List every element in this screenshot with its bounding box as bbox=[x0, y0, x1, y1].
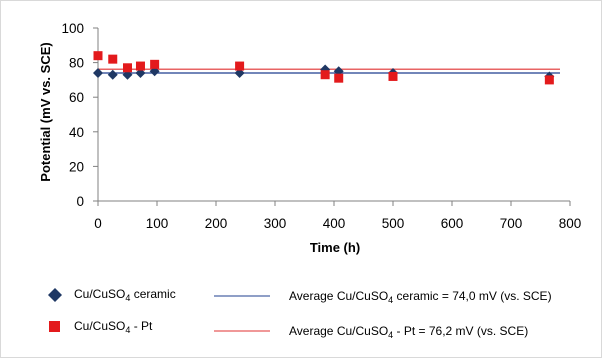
x-tick-label: 500 bbox=[382, 216, 405, 231]
x-tick-label: 800 bbox=[559, 216, 582, 231]
x-tick-label: 300 bbox=[264, 216, 287, 231]
y-axis-title: Potential (mV vs. SCE) bbox=[38, 42, 53, 181]
axes: 0 20 40 60 80 100 0 100 200 300 400 500 600 700 800 bbox=[61, 21, 581, 231]
y-tick-label: 20 bbox=[69, 159, 84, 174]
pt-data-point bbox=[388, 71, 398, 81]
pt-data-point bbox=[334, 73, 344, 83]
x-tick-label: 100 bbox=[146, 216, 169, 231]
pt-data-point bbox=[123, 63, 132, 73]
y-tick-label: 0 bbox=[76, 194, 84, 209]
pt-data-point bbox=[544, 75, 554, 85]
pt-data-point bbox=[235, 61, 245, 71]
x-tick-label: 200 bbox=[205, 216, 228, 231]
pt-data-point bbox=[108, 54, 118, 64]
legend-square-marker bbox=[49, 321, 60, 332]
x-tick-label: 0 bbox=[94, 216, 102, 231]
pt-data-point bbox=[135, 61, 145, 71]
x-axis-title: Time (h) bbox=[310, 240, 360, 255]
x-tick-label: 400 bbox=[323, 216, 346, 231]
y-tick-label: 80 bbox=[69, 56, 84, 71]
legend-avg-pt-label: Average Cu/CuSO4 - Pt = 76,2 mV (vs. SCE… bbox=[289, 324, 528, 340]
legend-pt-label: Cu/CuSO4 - Pt bbox=[74, 319, 153, 335]
pt-data-point bbox=[150, 59, 160, 69]
legend-diamond-marker bbox=[48, 288, 62, 302]
y-tick-label: 40 bbox=[69, 125, 84, 140]
pt-data-point bbox=[93, 51, 103, 61]
legend-avg-ceramic-label: Average Cu/CuSO4 ceramic = 74,0 mV (vs. … bbox=[289, 289, 552, 305]
y-tick-label: 60 bbox=[69, 90, 84, 105]
x-tick-label: 600 bbox=[441, 216, 464, 231]
x-tick-label: 700 bbox=[500, 216, 523, 231]
ceramic-data-point bbox=[93, 67, 103, 78]
legend-ceramic-label: Cu/CuSO4 ceramic bbox=[74, 287, 176, 303]
legend: Cu/CuSO4 ceramic Cu/CuSO4 - Pt Average C… bbox=[48, 287, 552, 340]
y-tick-label: 100 bbox=[61, 21, 84, 36]
pt-data-point bbox=[320, 70, 330, 80]
ceramic-data-point bbox=[107, 69, 118, 80]
data-marks bbox=[93, 51, 555, 85]
